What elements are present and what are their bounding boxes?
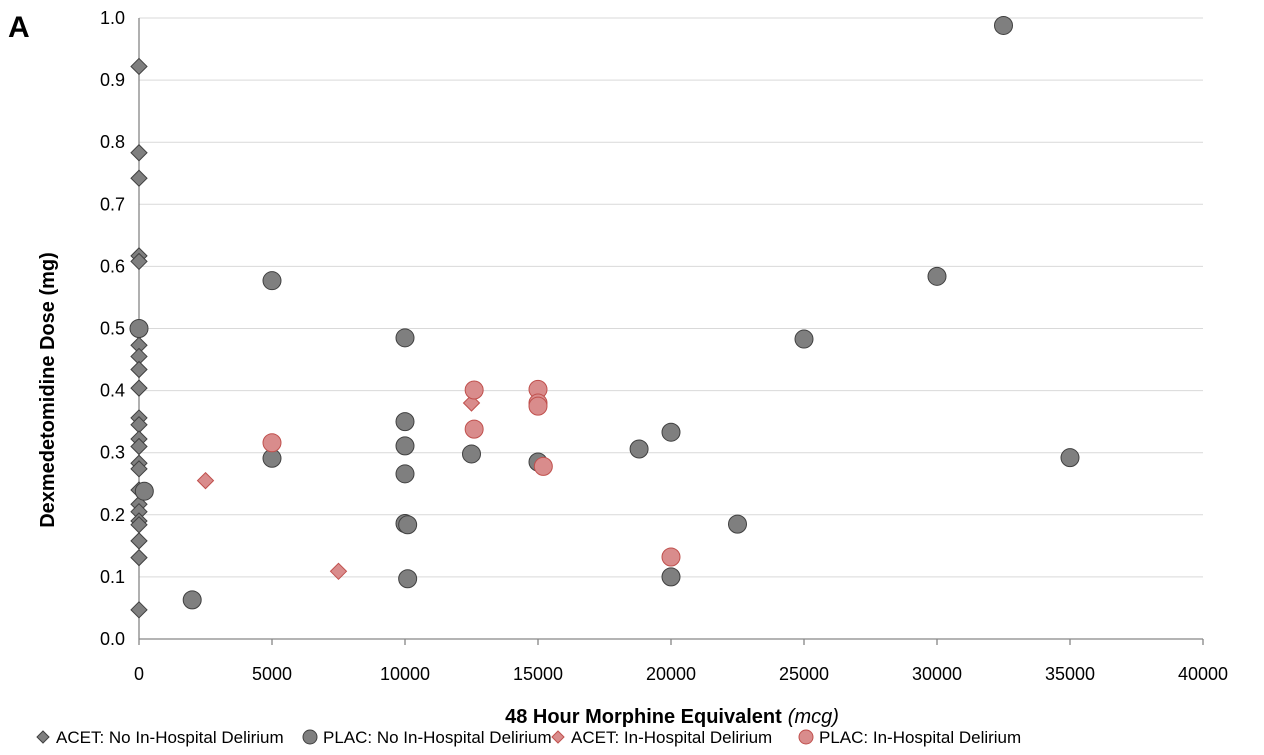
legend-marker xyxy=(302,729,318,745)
diamond-point xyxy=(196,471,215,490)
x-axis-title: 48 Hour Morphine Equivalent (mcg) xyxy=(505,706,839,728)
diamond-point xyxy=(130,437,148,456)
diamond-point xyxy=(130,169,148,187)
legend-label: PLAC: In-Hospital Delirium xyxy=(819,728,1021,747)
circle-point xyxy=(1060,448,1080,468)
circle-point xyxy=(129,319,149,338)
circle-point xyxy=(661,547,681,567)
series-3 xyxy=(196,394,481,581)
x-axis-title-main: 48 Hour Morphine Equivalent xyxy=(505,706,782,728)
y-tick-label: 1.0 xyxy=(100,8,125,28)
x-tick-label: 35000 xyxy=(1045,664,1095,684)
y-tick-label: 0.0 xyxy=(100,629,125,649)
circle-point xyxy=(661,422,681,442)
x-tick-label: 40000 xyxy=(1178,664,1228,684)
x-tick-label: 30000 xyxy=(912,664,962,684)
grid-lines xyxy=(139,17,1203,578)
legend-label: ACET: In-Hospital Delirium xyxy=(571,728,772,747)
y-tick-label: 0.9 xyxy=(100,70,125,90)
legend: ACET: No In-Hospital Delirium PLAC: No In… xyxy=(36,728,1021,747)
y-axis-title: Dexmedetomidine Dose (mg) xyxy=(37,252,59,528)
circle-point xyxy=(398,569,418,589)
panel-label: A xyxy=(8,11,30,44)
circle-point xyxy=(462,444,481,464)
x-tick-labels: 0 5000 10000 15000 20000 25000 30000 35000 40000 xyxy=(134,664,1228,684)
y-tick-label: 0.7 xyxy=(100,194,125,214)
circle-point xyxy=(528,396,548,416)
diamond-point xyxy=(130,532,148,550)
circle-point xyxy=(794,329,814,349)
y-tick-label: 0.1 xyxy=(100,567,125,587)
circle-point xyxy=(262,433,282,453)
circle-point xyxy=(994,15,1013,35)
circle-point xyxy=(661,567,681,587)
circle-point xyxy=(728,514,747,534)
circle-point xyxy=(927,266,947,286)
y-tick-label: 0.6 xyxy=(100,256,125,276)
legend-marker xyxy=(36,730,50,744)
y-tick-label: 0.3 xyxy=(100,443,125,463)
y-tick-label: 0.8 xyxy=(100,132,125,152)
legend-marker xyxy=(551,730,565,744)
circle-point xyxy=(533,456,553,476)
diamond-point xyxy=(130,460,148,478)
circle-point xyxy=(629,439,649,459)
circle-point xyxy=(398,515,418,535)
legend-marker xyxy=(798,729,814,745)
diamond-point xyxy=(329,562,348,581)
circle-point xyxy=(262,271,282,291)
circle-point xyxy=(182,590,202,610)
series-2 xyxy=(129,15,1080,610)
circle-point xyxy=(395,464,415,484)
diamond-point xyxy=(130,379,148,397)
legend-label: ACET: No In-Hospital Delirium xyxy=(56,728,284,747)
x-tick-label: 20000 xyxy=(646,664,696,684)
circle-point xyxy=(395,412,415,432)
x-axis-title-unit: (mcg) xyxy=(788,706,839,728)
circle-point xyxy=(395,328,415,348)
series-1 xyxy=(130,57,148,619)
legend-label: PLAC: No In-Hospital Delirium xyxy=(323,728,552,747)
y-tick-label: 0.5 xyxy=(100,319,125,339)
y-tick-label: 0.2 xyxy=(100,505,125,525)
y-tick-labels: 0.0 0.1 0.2 0.3 0.4 0.5 0.6 0.7 0.8 0.9 1.0 xyxy=(100,8,125,649)
diamond-point xyxy=(130,360,148,379)
circle-point xyxy=(395,436,415,456)
data-points xyxy=(129,15,1080,619)
diamond-point xyxy=(130,601,148,619)
circle-point xyxy=(134,481,154,501)
y-tick-label: 0.4 xyxy=(100,381,125,401)
x-tick-label: 5000 xyxy=(252,664,292,684)
x-tick-label: 10000 xyxy=(380,664,430,684)
diamond-point xyxy=(130,144,148,162)
circle-point xyxy=(464,380,484,400)
circle-point xyxy=(464,419,484,439)
diamond-point xyxy=(130,548,148,567)
diamond-point xyxy=(130,57,148,76)
series-4 xyxy=(262,379,681,567)
diamond-point xyxy=(130,252,148,271)
x-tick-label: 25000 xyxy=(779,664,829,684)
x-tick-label: 15000 xyxy=(513,664,563,684)
x-tick-label: 0 xyxy=(134,664,144,684)
